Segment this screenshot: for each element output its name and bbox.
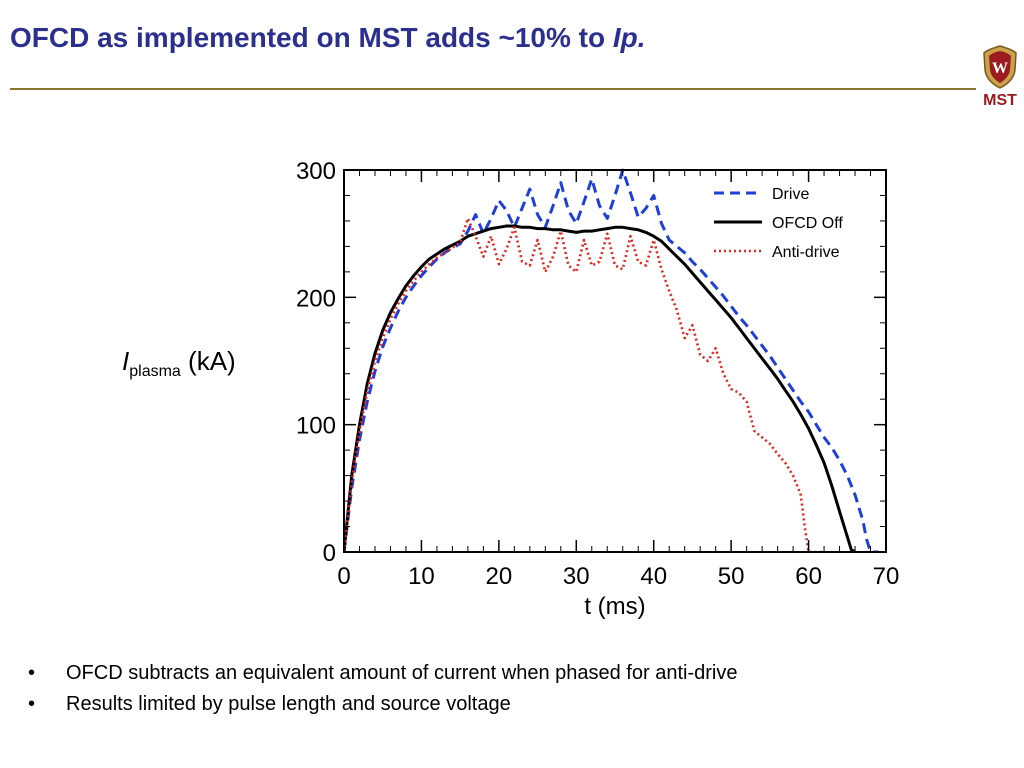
title-italic: Ip. bbox=[612, 22, 646, 53]
slide-title: OFCD as implemented on MST adds ~10% to … bbox=[10, 22, 646, 54]
y-tick-label: 200 bbox=[296, 285, 336, 312]
bullet-item: • Results limited by pulse length and sou… bbox=[28, 693, 737, 716]
legend-label: Drive bbox=[772, 186, 809, 203]
x-tick-label: 30 bbox=[563, 563, 590, 590]
bullet-text: Results limited by pulse length and sour… bbox=[66, 693, 511, 715]
ylabel-subscript: plasma bbox=[129, 363, 181, 380]
logo-text: MST bbox=[983, 92, 1017, 109]
bullet-dot: • bbox=[28, 693, 36, 715]
y-tick-label: 300 bbox=[296, 158, 336, 185]
y-tick-label: 100 bbox=[296, 413, 336, 440]
legend-label: Anti-drive bbox=[772, 244, 840, 261]
x-tick-label: 70 bbox=[873, 563, 900, 590]
mst-logo: W MST bbox=[980, 44, 1020, 114]
title-main: OFCD as implemented on MST adds ~10% to bbox=[10, 22, 613, 53]
crest-icon: W bbox=[983, 45, 1017, 89]
x-tick-label: 0 bbox=[337, 563, 350, 590]
plot-frame bbox=[343, 169, 887, 553]
series-line-ofcd-off bbox=[344, 224, 856, 552]
bullet-item: • OFCD subtracts an equivalent amount of … bbox=[28, 662, 737, 685]
series-line-drive bbox=[344, 168, 879, 552]
bullet-list: • OFCD subtracts an equivalent amount of … bbox=[28, 662, 737, 724]
y-tick-label: 0 bbox=[323, 540, 336, 567]
legend-label: OFCD Off bbox=[772, 215, 843, 232]
series-line-anti-drive bbox=[344, 217, 825, 552]
crest-letter: W bbox=[992, 60, 1008, 77]
ylabel-unit: (kA) bbox=[180, 346, 236, 376]
ylabel-symbol: I bbox=[122, 346, 130, 376]
bullet-dot: • bbox=[28, 662, 36, 684]
plasma-current-chart: 0 10 20 30 40 50 60 70 0 100 200 300 t (ms) Drive OFCD… bbox=[296, 158, 900, 620]
x-tick-label: 60 bbox=[795, 563, 822, 590]
x-tick-label: 20 bbox=[486, 563, 513, 590]
x-tick-label: 40 bbox=[640, 563, 667, 590]
title-divider bbox=[10, 88, 976, 90]
y-axis-label: Iplasma (kA) bbox=[122, 346, 236, 380]
x-axis-title: t (ms) bbox=[584, 593, 645, 620]
x-tick-label: 50 bbox=[718, 563, 745, 590]
bullet-text: OFCD subtracts an equivalent amount of c… bbox=[66, 662, 738, 684]
x-tick-label: 10 bbox=[408, 563, 435, 590]
